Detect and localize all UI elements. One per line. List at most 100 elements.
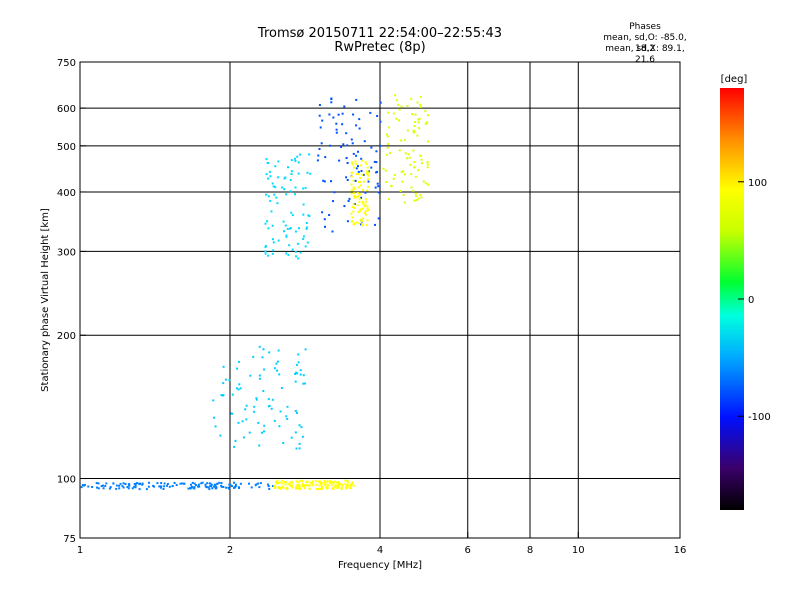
data-point	[160, 482, 163, 485]
data-point	[360, 196, 363, 199]
scatter-points	[80, 94, 430, 491]
data-point	[127, 483, 130, 486]
data-point	[222, 486, 225, 488]
data-point	[299, 373, 302, 376]
data-point	[153, 485, 156, 488]
data-point	[306, 171, 309, 174]
data-point	[218, 481, 221, 484]
data-point	[335, 484, 338, 487]
data-point	[286, 488, 289, 491]
data-point	[336, 487, 339, 489]
data-point	[413, 166, 416, 169]
data-point	[270, 210, 273, 213]
data-point	[395, 99, 398, 102]
data-point	[364, 191, 367, 194]
data-point	[280, 486, 283, 489]
x-tick-label: 10	[572, 545, 585, 556]
data-point	[290, 211, 293, 214]
data-point	[357, 150, 359, 153]
data-point	[369, 111, 372, 114]
data-point	[354, 195, 357, 198]
data-point	[193, 487, 196, 490]
data-point	[267, 161, 270, 164]
data-point	[276, 479, 279, 482]
data-point	[285, 235, 288, 238]
data-point	[282, 486, 285, 489]
data-point	[352, 188, 355, 190]
data-point	[319, 126, 322, 129]
data-point	[374, 186, 377, 189]
data-point	[294, 193, 296, 196]
data-point	[357, 173, 360, 176]
data-point	[406, 157, 409, 160]
data-point	[294, 250, 297, 253]
data-point	[414, 175, 417, 178]
data-point	[335, 131, 338, 134]
data-point	[141, 482, 144, 485]
y-tick-label: 300	[57, 247, 76, 258]
data-point	[352, 484, 355, 487]
data-point	[420, 95, 422, 98]
data-point	[360, 220, 363, 223]
data-point	[321, 119, 324, 122]
data-point	[395, 117, 398, 120]
data-point	[340, 146, 343, 148]
data-point	[349, 484, 352, 487]
data-point	[330, 484, 333, 487]
data-point	[320, 482, 323, 485]
data-point	[294, 380, 297, 383]
data-point	[271, 182, 274, 185]
data-point	[330, 97, 333, 100]
data-point	[337, 481, 340, 483]
data-point	[404, 152, 407, 155]
data-point	[424, 182, 427, 185]
data-point	[263, 368, 266, 371]
data-point	[274, 165, 277, 168]
data-point	[310, 482, 313, 485]
data-point	[294, 410, 297, 412]
data-point	[297, 481, 300, 484]
data-point	[348, 486, 351, 489]
data-point	[329, 480, 331, 483]
data-point	[400, 139, 403, 142]
data-point	[233, 486, 236, 489]
data-point	[284, 224, 287, 227]
data-point	[332, 200, 334, 203]
data-point	[115, 487, 118, 490]
data-point	[201, 481, 204, 484]
data-point	[419, 103, 422, 106]
data-point	[229, 483, 232, 486]
data-point	[290, 170, 293, 173]
data-point	[301, 482, 304, 485]
data-point	[302, 484, 305, 487]
data-point	[418, 117, 421, 120]
data-point	[393, 173, 396, 176]
data-point	[370, 166, 373, 169]
data-point	[81, 484, 84, 486]
data-point	[296, 155, 299, 158]
data-point	[264, 246, 267, 249]
data-point	[390, 185, 393, 188]
data-point	[159, 485, 162, 488]
data-point	[299, 251, 302, 254]
data-point	[360, 223, 362, 226]
data-point	[350, 212, 353, 215]
data-point	[335, 128, 338, 131]
data-point	[332, 488, 335, 490]
data-point	[285, 252, 288, 255]
data-point	[355, 173, 358, 176]
data-point	[295, 371, 298, 374]
data-point	[417, 121, 420, 124]
data-point	[357, 195, 360, 198]
data-point	[323, 218, 326, 221]
data-point	[277, 482, 280, 485]
data-point	[245, 404, 248, 407]
data-point	[138, 483, 141, 486]
data-point	[136, 482, 139, 484]
data-point	[163, 485, 166, 488]
data-point	[346, 220, 349, 223]
data-point	[284, 481, 287, 484]
data-point	[406, 129, 409, 132]
data-point	[412, 131, 415, 134]
data-point	[306, 241, 309, 244]
